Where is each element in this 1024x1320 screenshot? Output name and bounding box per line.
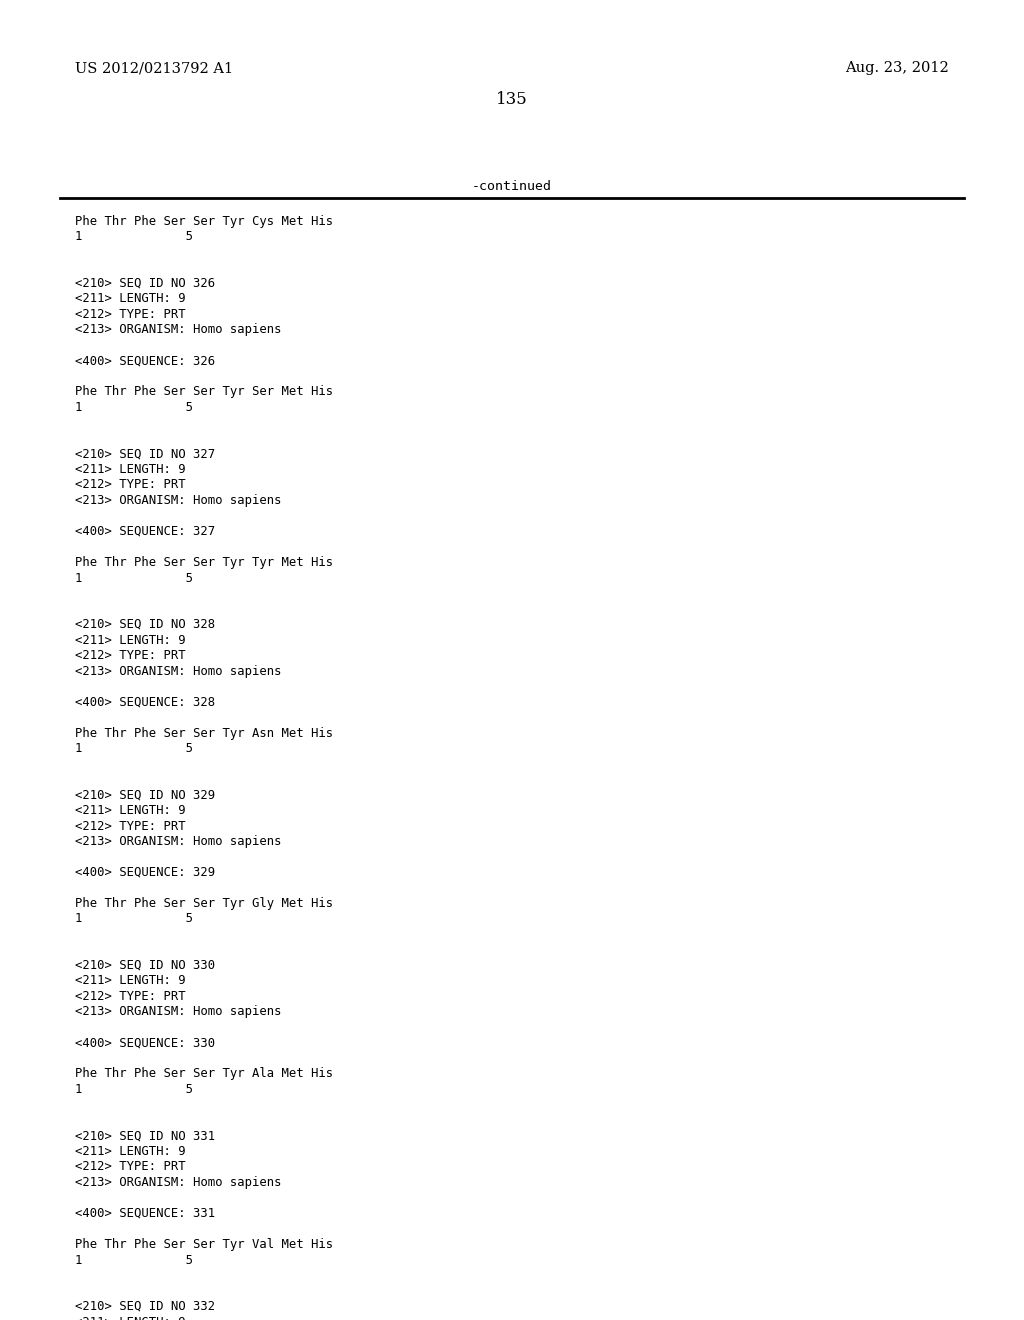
Text: <212> TYPE: PRT: <212> TYPE: PRT <box>75 990 185 1003</box>
Text: 1              5: 1 5 <box>75 1254 193 1266</box>
Text: <400> SEQUENCE: 331: <400> SEQUENCE: 331 <box>75 1206 215 1220</box>
Text: Phe Thr Phe Ser Ser Tyr Ser Met His: Phe Thr Phe Ser Ser Tyr Ser Met His <box>75 385 333 399</box>
Text: 1              5: 1 5 <box>75 401 193 414</box>
Text: Phe Thr Phe Ser Ser Tyr Asn Met His: Phe Thr Phe Ser Ser Tyr Asn Met His <box>75 726 333 739</box>
Text: <211> LENGTH: 9: <211> LENGTH: 9 <box>75 293 185 305</box>
Text: Phe Thr Phe Ser Ser Tyr Tyr Met His: Phe Thr Phe Ser Ser Tyr Tyr Met His <box>75 556 333 569</box>
Text: 1              5: 1 5 <box>75 742 193 755</box>
Text: <212> TYPE: PRT: <212> TYPE: PRT <box>75 649 185 663</box>
Text: <212> TYPE: PRT: <212> TYPE: PRT <box>75 479 185 491</box>
Text: <213> ORGANISM: Homo sapiens: <213> ORGANISM: Homo sapiens <box>75 1006 282 1019</box>
Text: 1              5: 1 5 <box>75 572 193 585</box>
Text: <213> ORGANISM: Homo sapiens: <213> ORGANISM: Homo sapiens <box>75 836 282 847</box>
Text: Phe Thr Phe Ser Ser Tyr Gly Met His: Phe Thr Phe Ser Ser Tyr Gly Met His <box>75 898 333 909</box>
Text: <211> LENGTH: 9: <211> LENGTH: 9 <box>75 974 185 987</box>
Text: <213> ORGANISM: Homo sapiens: <213> ORGANISM: Homo sapiens <box>75 1176 282 1189</box>
Text: <211> LENGTH: 9: <211> LENGTH: 9 <box>75 1144 185 1158</box>
Text: <212> TYPE: PRT: <212> TYPE: PRT <box>75 820 185 833</box>
Text: <400> SEQUENCE: 330: <400> SEQUENCE: 330 <box>75 1036 215 1049</box>
Text: <400> SEQUENCE: 327: <400> SEQUENCE: 327 <box>75 525 215 539</box>
Text: <210> SEQ ID NO 328: <210> SEQ ID NO 328 <box>75 618 215 631</box>
Text: <213> ORGANISM: Homo sapiens: <213> ORGANISM: Homo sapiens <box>75 494 282 507</box>
Text: <400> SEQUENCE: 329: <400> SEQUENCE: 329 <box>75 866 215 879</box>
Text: 1              5: 1 5 <box>75 1082 193 1096</box>
Text: <210> SEQ ID NO 331: <210> SEQ ID NO 331 <box>75 1130 215 1143</box>
Text: <211> LENGTH: 9: <211> LENGTH: 9 <box>75 463 185 477</box>
Text: Aug. 23, 2012: Aug. 23, 2012 <box>845 61 949 75</box>
Text: <400> SEQUENCE: 328: <400> SEQUENCE: 328 <box>75 696 215 709</box>
Text: <400> SEQUENCE: 326: <400> SEQUENCE: 326 <box>75 355 215 367</box>
Text: US 2012/0213792 A1: US 2012/0213792 A1 <box>75 61 233 75</box>
Text: 1              5: 1 5 <box>75 231 193 243</box>
Text: <210> SEQ ID NO 332: <210> SEQ ID NO 332 <box>75 1300 215 1313</box>
Text: Phe Thr Phe Ser Ser Tyr Val Met His: Phe Thr Phe Ser Ser Tyr Val Met His <box>75 1238 333 1251</box>
Text: <213> ORGANISM: Homo sapiens: <213> ORGANISM: Homo sapiens <box>75 664 282 677</box>
Text: 1              5: 1 5 <box>75 912 193 925</box>
Text: <212> TYPE: PRT: <212> TYPE: PRT <box>75 1160 185 1173</box>
Text: <210> SEQ ID NO 330: <210> SEQ ID NO 330 <box>75 960 215 972</box>
Text: <213> ORGANISM: Homo sapiens: <213> ORGANISM: Homo sapiens <box>75 323 282 337</box>
Text: <211> LENGTH: 9: <211> LENGTH: 9 <box>75 804 185 817</box>
Text: <211> LENGTH: 9: <211> LENGTH: 9 <box>75 634 185 647</box>
Text: <210> SEQ ID NO 326: <210> SEQ ID NO 326 <box>75 277 215 290</box>
Text: <210> SEQ ID NO 329: <210> SEQ ID NO 329 <box>75 788 215 801</box>
Text: 135: 135 <box>496 91 528 108</box>
Text: <212> TYPE: PRT: <212> TYPE: PRT <box>75 308 185 321</box>
Text: <211> LENGTH: 9: <211> LENGTH: 9 <box>75 1316 185 1320</box>
Text: -continued: -continued <box>472 181 552 194</box>
Text: Phe Thr Phe Ser Ser Tyr Cys Met His: Phe Thr Phe Ser Ser Tyr Cys Met His <box>75 215 333 228</box>
Text: Phe Thr Phe Ser Ser Tyr Ala Met His: Phe Thr Phe Ser Ser Tyr Ala Met His <box>75 1068 333 1081</box>
Text: <210> SEQ ID NO 327: <210> SEQ ID NO 327 <box>75 447 215 461</box>
